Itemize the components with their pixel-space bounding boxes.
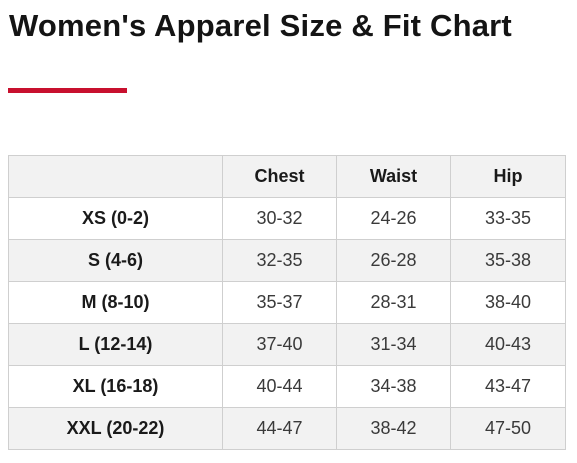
header-cell-hip: Hip (450, 155, 566, 198)
table-row: M (8-10) 35-37 28-31 38-40 (8, 281, 566, 324)
waist-cell: 34-38 (336, 365, 451, 408)
size-label-cell: XS (0-2) (8, 197, 223, 240)
hip-cell: 33-35 (450, 197, 566, 240)
waist-cell: 31-34 (336, 323, 451, 366)
chest-cell: 44-47 (222, 407, 337, 450)
table-row: S (4-6) 32-35 26-28 35-38 (8, 239, 566, 282)
table-row: L (12-14) 37-40 31-34 40-43 (8, 323, 566, 366)
chest-cell: 35-37 (222, 281, 337, 324)
size-label-cell: XL (16-18) (8, 365, 223, 408)
chest-cell: 40-44 (222, 365, 337, 408)
size-label-cell: L (12-14) (8, 323, 223, 366)
chest-cell: 37-40 (222, 323, 337, 366)
waist-cell: 24-26 (336, 197, 451, 240)
page-title: Women's Apparel Size & Fit Chart (9, 8, 512, 43)
hip-cell: 40-43 (450, 323, 566, 366)
size-label-cell: XXL (20-22) (8, 407, 223, 450)
table-row: XS (0-2) 30-32 24-26 33-35 (8, 197, 566, 240)
size-label-cell: M (8-10) (8, 281, 223, 324)
table-header-row: Chest Waist Hip (8, 155, 566, 198)
accent-divider (8, 88, 127, 93)
hip-cell: 47-50 (450, 407, 566, 450)
waist-cell: 28-31 (336, 281, 451, 324)
table-row: XL (16-18) 40-44 34-38 43-47 (8, 365, 566, 408)
header-cell-size (8, 155, 223, 198)
hip-cell: 35-38 (450, 239, 566, 282)
chest-cell: 30-32 (222, 197, 337, 240)
waist-cell: 38-42 (336, 407, 451, 450)
chest-cell: 32-35 (222, 239, 337, 282)
size-chart-table: Chest Waist Hip XS (0-2) 30-32 24-26 33-… (8, 155, 566, 450)
table-row: XXL (20-22) 44-47 38-42 47-50 (8, 407, 566, 450)
hip-cell: 38-40 (450, 281, 566, 324)
header-cell-waist: Waist (336, 155, 451, 198)
size-label-cell: S (4-6) (8, 239, 223, 282)
waist-cell: 26-28 (336, 239, 451, 282)
hip-cell: 43-47 (450, 365, 566, 408)
header-cell-chest: Chest (222, 155, 337, 198)
